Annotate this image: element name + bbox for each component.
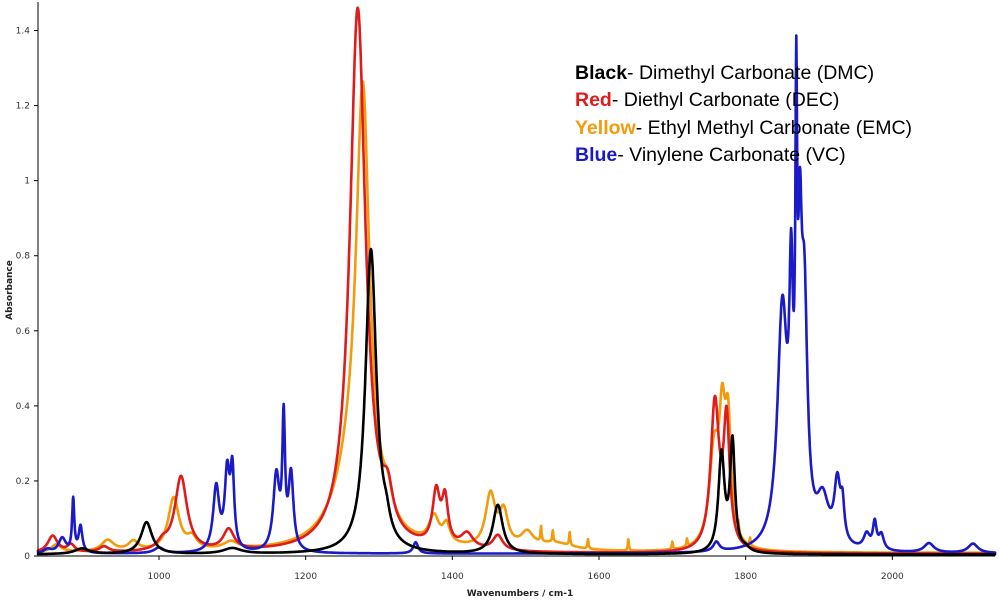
legend-text-emc: - Ethyl Methyl Carbonate (EMC) [635,116,913,139]
x-tick-label: 1200 [294,572,317,582]
y-axis-label: Absorbance [5,260,15,320]
series-line-3 [36,34,997,555]
y-tick-label: 0 [24,552,30,562]
legend-text-dmc: - Dimethyl Carbonate (DMC) [627,62,875,84]
legend-entry-dmc: Black- Dimethyl Carbonate (DMC) [575,60,912,87]
legend-entry-dec: Red- Diethyl Carbonate (DEC) [575,87,912,114]
legend-key-vc: Blue [575,143,618,166]
series-line-4 [36,247,997,556]
y-tick-label: 1.4 [16,27,31,37]
x-tick-label: 2000 [881,572,904,582]
legend-key-emc: Yellow [575,116,636,139]
y-tick-label: 1 [24,177,30,187]
legend-entry-emc: Yellow- Ethyl Methyl Carbonate (EMC) [575,115,912,142]
legend-text-dec: - Diethyl Carbonate (DEC) [611,89,840,112]
x-tick-label: 1400 [441,572,464,582]
x-axis-label: Wavenumbers / cm-1 [467,589,573,599]
legend-text-vc: - Vinylene Carbonate (VC) [617,143,846,166]
x-tick-label: 1800 [734,572,757,582]
y-tick-label: 0.6 [16,327,31,337]
series-layer [36,6,997,556]
legend-key-dec: Red [575,89,612,112]
y-tick-label: 1.2 [16,102,30,112]
y-tick-label: 0.2 [16,477,30,487]
legend-entry-vc: Blue- Vinylene Carbonate (VC) [575,142,912,169]
legend-key-dmc: Black [575,62,628,84]
legend: Black- Dimethyl Carbonate (DMC) Red- Die… [575,60,912,169]
y-tick-label: 0.8 [16,252,31,262]
x-tick-label: 1000 [148,572,171,582]
y-tick-label: 0.4 [16,402,31,412]
x-tick-label: 1600 [588,572,611,582]
axes-layer: 0 0.2 0.4 0.6 0.8 1 1.2 1.4 1000 1200 1400 1600 1800… [16,2,995,582]
